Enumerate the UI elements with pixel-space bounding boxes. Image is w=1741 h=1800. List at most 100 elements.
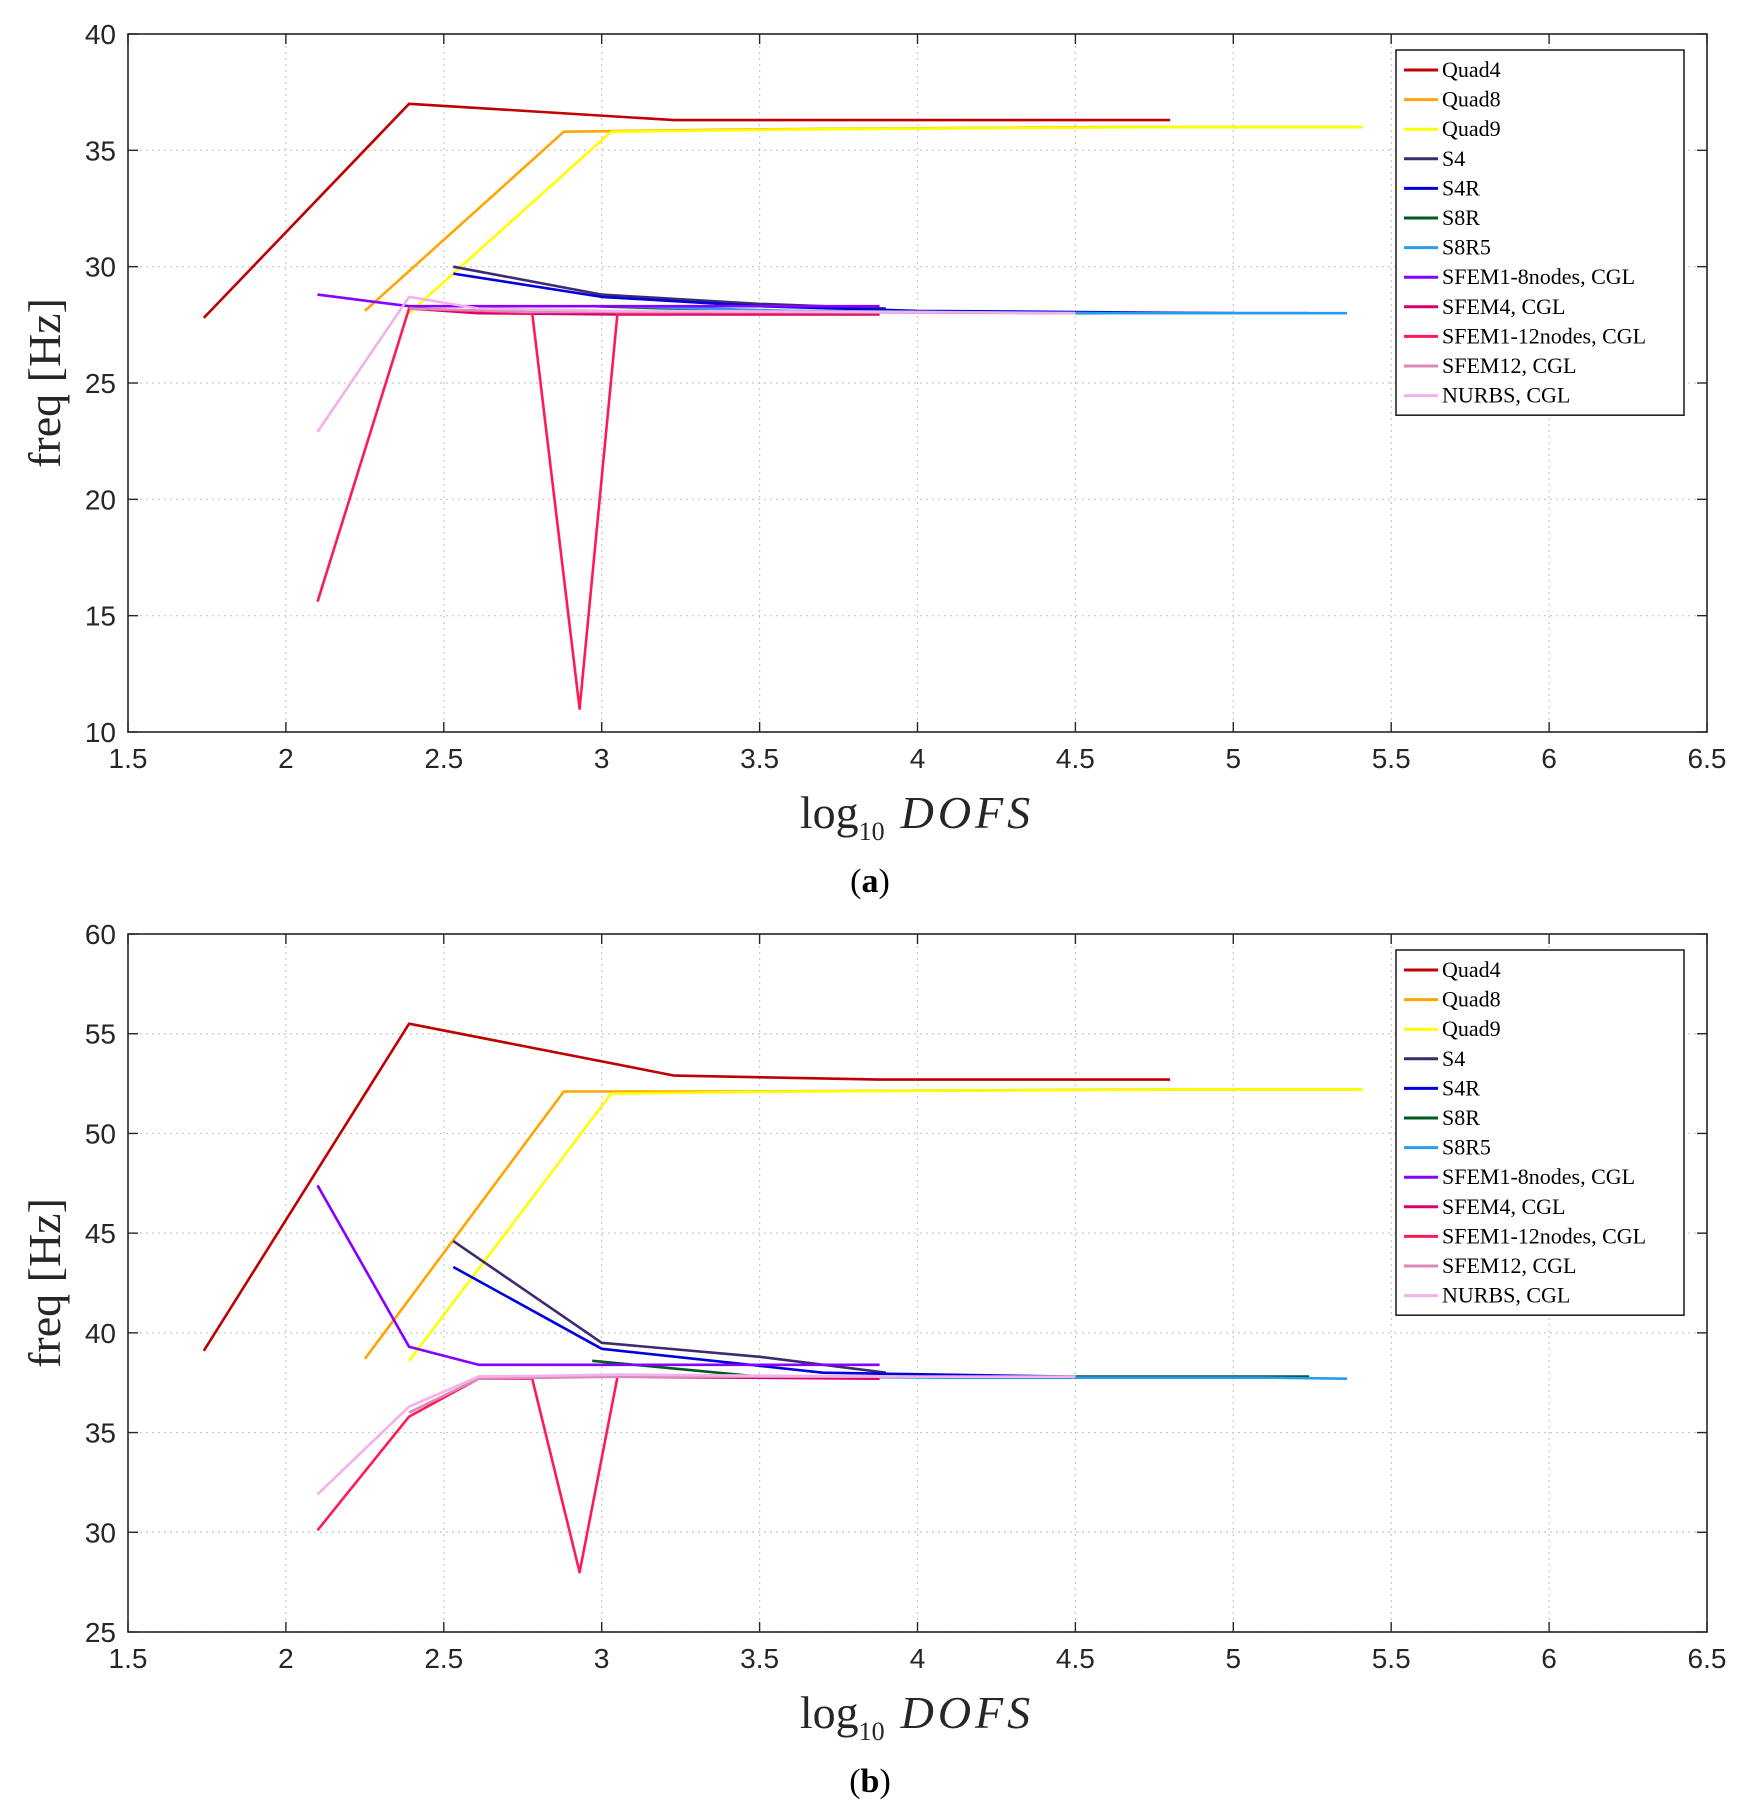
legend-item: SFEM1-8nodes, CGL [1404,1164,1635,1189]
y-tick-label: 30 [85,252,116,283]
x-tick-label: 2 [278,1643,294,1674]
legend-label: Quad4 [1442,57,1501,82]
x-tick-label: 6 [1541,743,1557,774]
y-tick-label: 35 [85,135,116,166]
chart-panel-a: 1.5 2 2.5 3 3.5 4 4.5 5 5.5 6 6.5 10 15 20 25 30 35 40 log… [19,19,1727,900]
y-tick-label: 40 [85,1318,116,1349]
legend-item: Quad8 [1404,987,1501,1012]
legend-item: S8R5 [1404,235,1491,260]
caption-open-paren: ( [849,1763,860,1800]
legend-label: SFEM1-12nodes, CGL [1442,1223,1646,1248]
y-tick-label: 25 [85,368,116,399]
x-axis-label-sub: 10 [859,1717,885,1746]
legend-label: SFEM12, CGL [1442,1253,1576,1278]
legend-item: Quad8 [1404,87,1501,112]
x-tick-label: 4 [910,743,926,774]
y-tick-label: 15 [85,601,116,632]
legend-label: S8R [1442,205,1480,230]
legend-item: SFEM4, CGL [1404,294,1565,319]
caption-open-paren: ( [850,863,861,900]
x-tick-label: 4.5 [1056,743,1095,774]
legend-label: Quad4 [1442,957,1501,982]
y-tick-label: 25 [85,1617,116,1648]
legend-item: SFEM4, CGL [1404,1194,1565,1219]
legend-item: NURBS, CGL [1404,383,1570,408]
ticks: 1.5 2 2.5 3 3.5 4 4.5 5 5.5 6 6.5 10 15 20 25 30 35 40 [85,19,1727,774]
x-tick-label: 3.5 [740,1643,779,1674]
legend-item: Quad4 [1404,957,1501,982]
legend-box [1395,49,1685,417]
legend-item: S4R [1404,1075,1480,1100]
x-axis-label-var: DOFS [900,787,1035,838]
x-tick-label: 6.5 [1688,743,1727,774]
x-tick-label: 5.5 [1372,1643,1411,1674]
legend-label: S4R [1442,175,1480,200]
x-tick-label: 4.5 [1056,1643,1095,1674]
legend-label: NURBS, CGL [1442,1283,1570,1308]
caption-close-paren: ) [879,1763,890,1800]
series-line-quad9 [408,1088,1363,1362]
series-line-quad9 [408,125,1363,315]
legend-item: S8R [1404,205,1480,230]
chart-panel-b: 1.5 2 2.5 3 3.5 4 4.5 5 5.5 6 6.5 25 30 35 40 45 50 55 60 l… [0,900,1741,1800]
legend-item: S8R [1404,1105,1480,1130]
panel-caption: (a) [850,863,890,900]
legend-label: S4 [1442,1046,1465,1071]
caption-letter: a [862,863,879,900]
x-tick-label: 6.5 [1688,1643,1727,1674]
ticks: 1.5 2 2.5 3 3.5 4 4.5 5 5.5 6 6.5 25 30 35 40 45 50 55 60 [85,919,1727,1674]
x-axis-label-main: log [800,1687,859,1738]
caption-letter: b [861,1763,880,1800]
series-lines [202,1022,1363,1574]
series-line-quad4 [202,102,1171,319]
y-tick-label: 30 [85,1517,116,1548]
legend-label: NURBS, CGL [1442,383,1570,408]
series-lines [202,102,1363,711]
y-axis-label: freq [Hz] [19,298,70,468]
legend-box [1395,949,1685,1317]
x-tick-label: 1.5 [109,743,148,774]
legend-label: SFEM1-8nodes, CGL [1442,1164,1635,1189]
legend-label: Quad9 [1442,1016,1501,1041]
legend-label: S4 [1442,146,1465,171]
legend-label: S4R [1442,1075,1480,1100]
legend-item: S8R5 [1404,1135,1491,1160]
legend-item: S4R [1404,175,1480,200]
y-axis-label: freq [Hz] [19,1198,70,1368]
x-tick-label: 3 [594,743,610,774]
x-tick-label: 4 [910,1643,926,1674]
y-tick-label: 55 [85,1019,116,1050]
legend-item: Quad4 [1404,57,1501,82]
y-tick-label: 45 [85,1218,116,1249]
legend: Quad4 Quad8 Quad9 S4 S4R S8R S8R5 SFEM1-8nodes,… [1395,49,1685,417]
x-tick-label: 2 [278,743,294,774]
chart-a: 1.5 2 2.5 3 3.5 4 4.5 5 5.5 6 6.5 10 15 20 25 30 35 40 log… [19,19,1727,900]
legend: Quad4 Quad8 Quad9 S4 S4R S8R S8R5 SFEM1-8nodes,… [1395,949,1685,1317]
legend-label: Quad8 [1442,87,1501,112]
x-tick-label: 3 [594,1643,610,1674]
legend-label: S8R [1442,1105,1480,1130]
legend-label: SFEM4, CGL [1442,1194,1565,1219]
legend-label: S8R5 [1442,1135,1491,1160]
x-axis-label-main: log [800,787,859,838]
x-tick-label: 5 [1226,743,1242,774]
legend-item: S4 [1404,146,1465,171]
legend-item: SFEM1-8nodes, CGL [1404,264,1635,289]
legend-label: Quad8 [1442,987,1501,1012]
x-tick-label: 6 [1541,1643,1557,1674]
x-tick-label: 2.5 [424,743,463,774]
y-tick-label: 40 [85,19,116,50]
legend-item: S4 [1404,1046,1465,1071]
x-tick-label: 1.5 [109,1643,148,1674]
series-line-sfem1-8nodes-cgl [317,293,880,308]
y-tick-label: 50 [85,1118,116,1149]
series-line-nurbs-cgl [316,295,1076,433]
legend-item: Quad9 [1404,116,1501,141]
legend-label: SFEM1-12nodes, CGL [1442,323,1646,348]
series-line-quad4 [202,1022,1171,1352]
panel-caption: (b) [849,1763,891,1800]
y-tick-label: 20 [85,484,116,515]
x-tick-label: 2.5 [424,1643,463,1674]
x-axis-label-sub: 10 [859,817,885,846]
y-tick-label: 35 [85,1418,116,1449]
